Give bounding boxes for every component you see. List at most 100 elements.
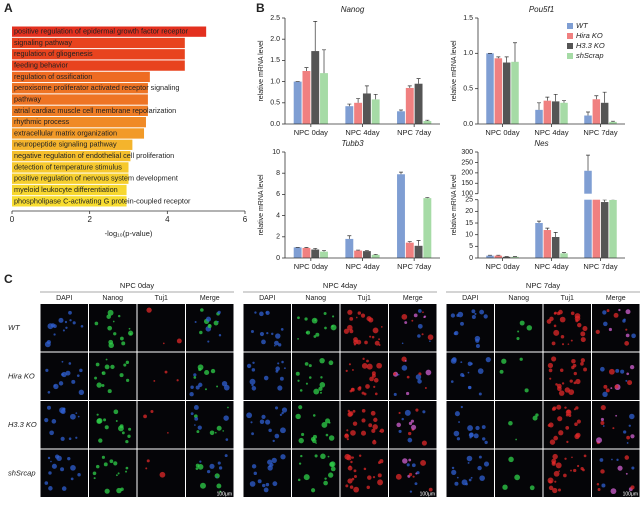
cell (424, 386, 427, 389)
cell (96, 413, 99, 416)
x-tick-label: 0 (10, 215, 15, 224)
bar (12, 173, 129, 184)
cell (195, 385, 200, 390)
cell (408, 421, 413, 426)
cell (404, 321, 408, 325)
group-label: NPC 7day (526, 281, 560, 290)
y-tick-label: 2.5 (270, 15, 280, 22)
cell (70, 413, 76, 420)
cell (481, 425, 486, 429)
x-tick-label: 4 (165, 215, 170, 224)
error-bar (304, 247, 309, 248)
bar (560, 253, 568, 258)
legend-swatch (567, 33, 573, 39)
cell (305, 331, 308, 334)
cell (117, 314, 121, 318)
cell (409, 490, 413, 493)
cell (484, 440, 488, 445)
error-bar (553, 93, 558, 102)
bar (535, 109, 543, 124)
cell (557, 386, 562, 392)
cell (346, 429, 349, 432)
y-tick-label: 100 (461, 191, 473, 198)
cell (560, 335, 565, 339)
cell (373, 417, 378, 423)
cell (404, 359, 407, 362)
cell (570, 339, 573, 342)
cell (508, 420, 513, 426)
cell (80, 324, 84, 328)
cell (451, 469, 457, 475)
cell (279, 376, 284, 381)
cell (477, 465, 482, 471)
cell (573, 381, 577, 385)
cell (106, 314, 111, 319)
error-bar (398, 171, 403, 175)
cell (478, 392, 482, 396)
cell (311, 488, 316, 493)
cell (456, 476, 459, 479)
cell (554, 311, 558, 315)
cell (370, 410, 376, 416)
cell (467, 371, 470, 374)
cell (625, 328, 628, 331)
cell (353, 486, 360, 493)
cell (261, 339, 266, 345)
error-bar (322, 49, 327, 74)
cell (197, 425, 202, 430)
cell (109, 459, 114, 464)
cell (422, 311, 424, 314)
cell (251, 384, 254, 387)
cell (254, 311, 257, 314)
cell (265, 482, 270, 487)
micrograph (446, 304, 494, 352)
cell (406, 375, 410, 379)
cell (373, 377, 379, 383)
cell (275, 369, 279, 373)
cell (328, 360, 334, 366)
bar-label: regulation of ossification (14, 72, 92, 81)
error-bar (602, 91, 607, 103)
y-tick-label: 2.0 (270, 36, 280, 43)
cell (216, 385, 219, 388)
cell (369, 376, 374, 382)
cell (569, 379, 573, 383)
cell (70, 464, 76, 471)
cell (304, 362, 309, 366)
cell (246, 363, 252, 369)
cell (104, 425, 109, 430)
cell (597, 488, 601, 492)
cell (110, 364, 115, 370)
cell (195, 463, 200, 468)
cell (627, 380, 633, 386)
cell (380, 326, 383, 328)
cell (95, 362, 100, 367)
cell (218, 334, 222, 337)
cell (366, 485, 370, 490)
channel-label: Merge (403, 295, 423, 302)
cell (402, 458, 408, 464)
cell (577, 322, 582, 328)
cell (101, 371, 104, 374)
cell (398, 411, 401, 415)
cell (599, 458, 604, 462)
cell (377, 473, 382, 478)
panel-label: C (4, 272, 13, 286)
scale-bar: 100μm (420, 491, 435, 497)
cell (194, 424, 196, 426)
cell (283, 367, 286, 370)
cell (485, 357, 491, 363)
channel-label: DAPI (56, 295, 72, 302)
cell (548, 485, 554, 491)
cell (221, 381, 228, 387)
cell (422, 410, 426, 414)
cell (323, 480, 328, 486)
bar-label: atrial cardiac muscle cell membrane repo… (14, 106, 176, 115)
bar (502, 62, 511, 124)
cell (405, 391, 410, 396)
cell (251, 432, 254, 436)
cell (471, 309, 476, 314)
bar (584, 115, 592, 124)
cell (353, 474, 357, 478)
cell (549, 439, 556, 445)
